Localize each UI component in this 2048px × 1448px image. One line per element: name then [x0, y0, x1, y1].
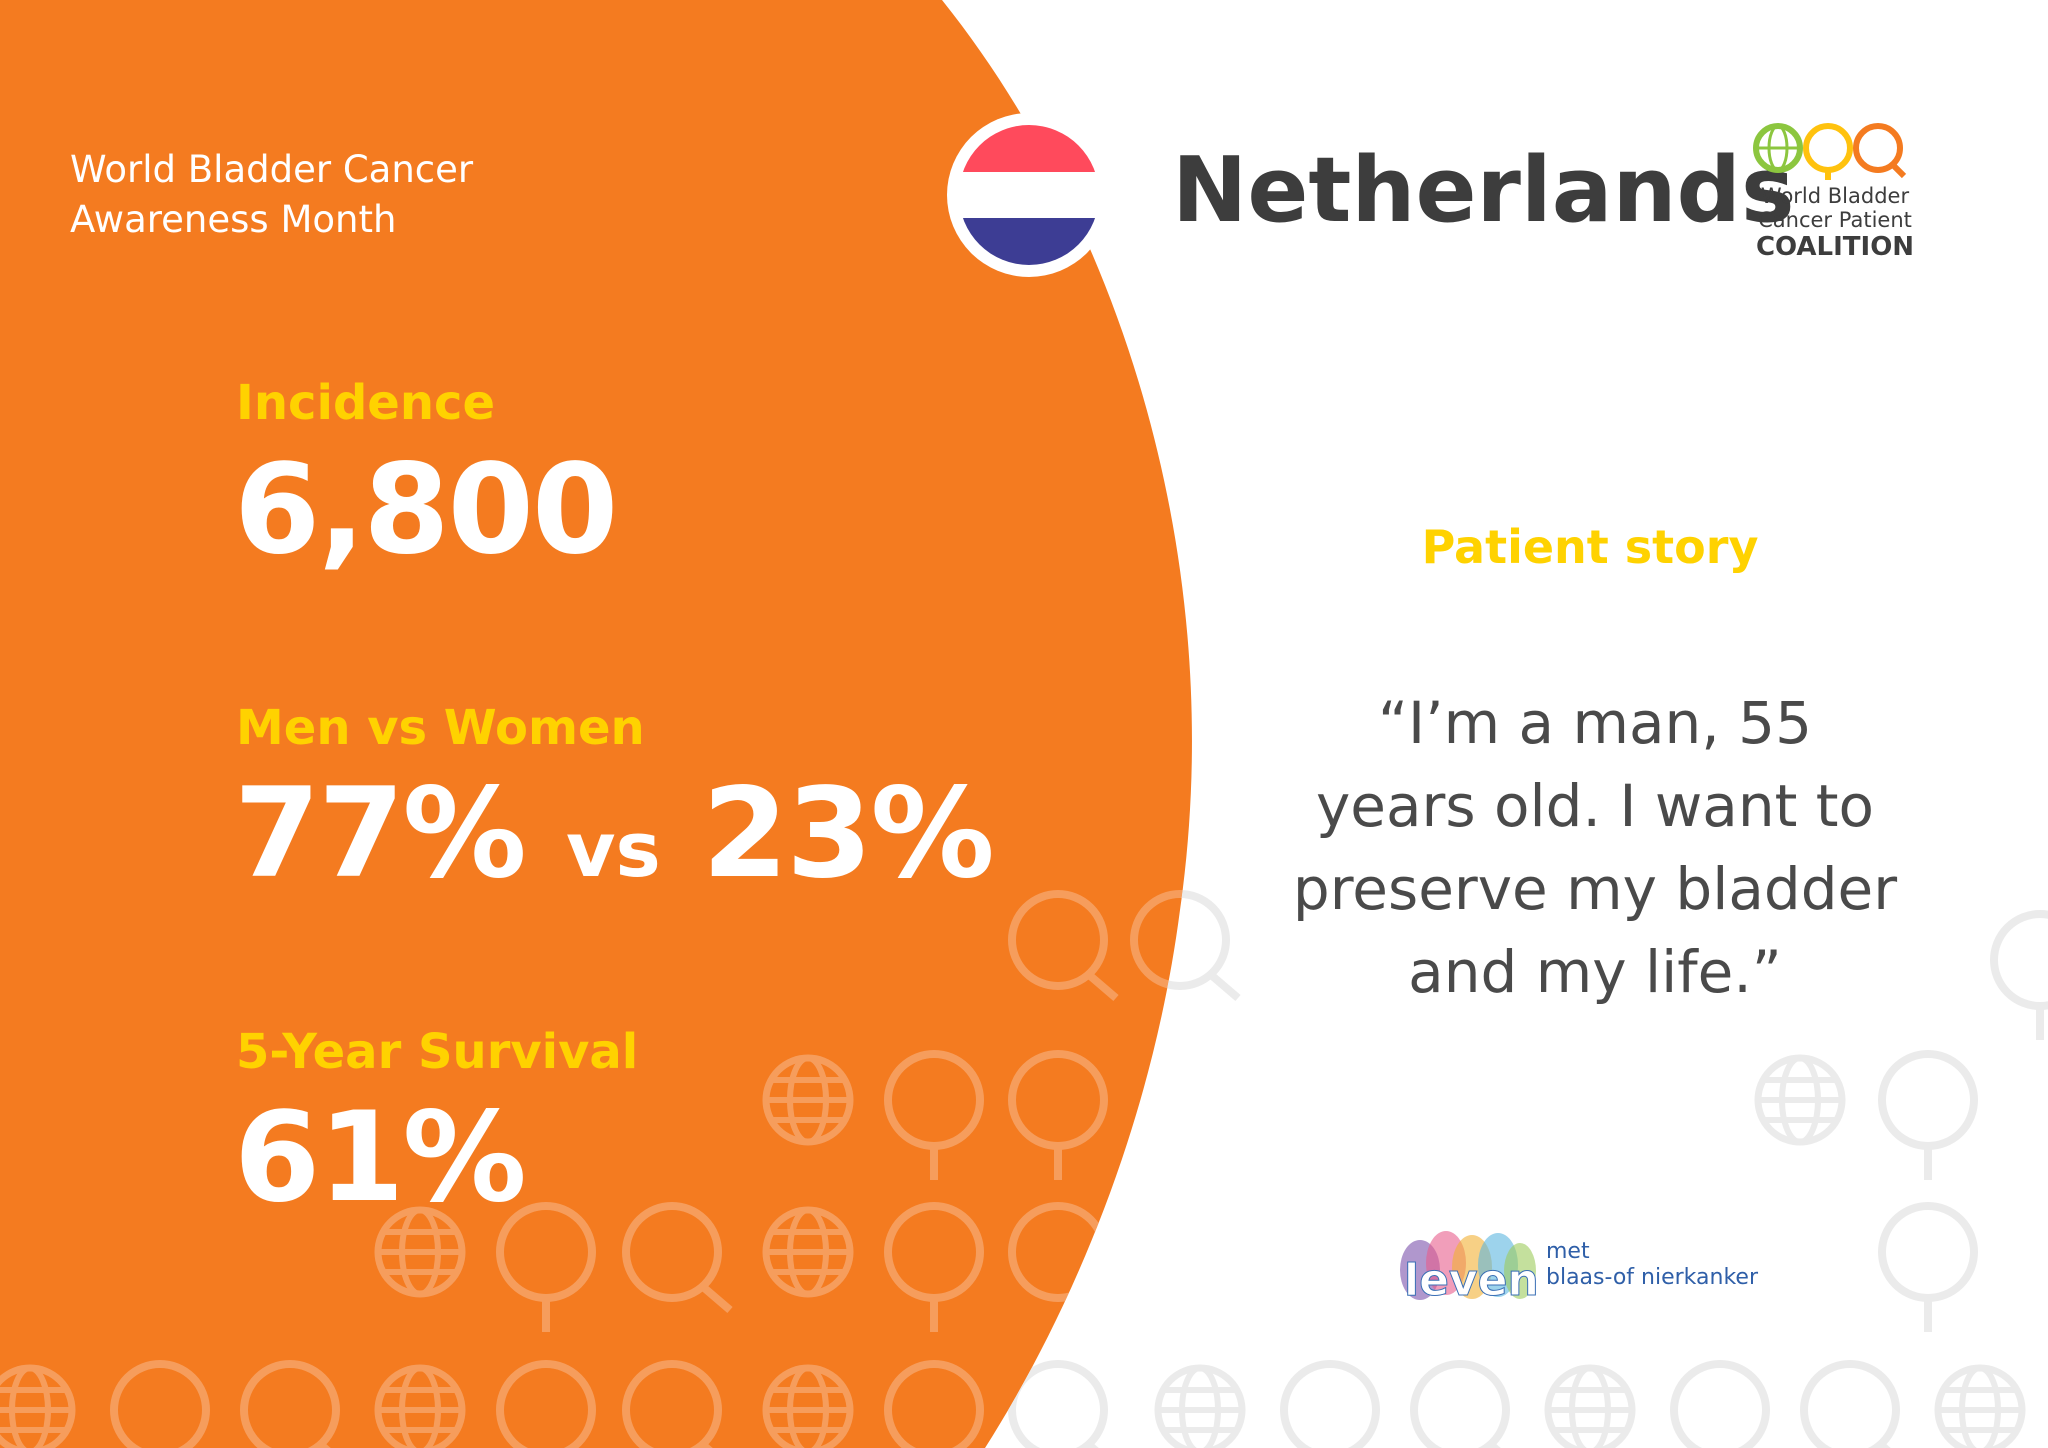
partner-line1: met	[1546, 1239, 1590, 1264]
campaign-title: World Bladder Cancer Awareness Month	[70, 145, 473, 245]
incidence-label: Incidence	[236, 375, 496, 431]
partner-logo-faces-icon: leven	[1400, 1231, 1538, 1307]
women-percentage: 23%	[701, 762, 995, 906]
gender-value: 77% vs 23%	[234, 772, 995, 912]
quote-line2: years old. I want to	[1315, 772, 1875, 840]
coalition-logo-text: World Bladder Cancer Patient COALITION	[1740, 184, 1930, 262]
coalition-line2: Cancer Patient	[1758, 208, 1912, 232]
coalition-logo-icon	[1753, 123, 1907, 180]
country-name: Netherlands	[1172, 138, 1795, 243]
campaign-title-line2: Awareness Month	[70, 198, 397, 241]
patient-story-label: Patient story	[1421, 520, 1759, 574]
svg-text:leven: leven	[1404, 1255, 1538, 1306]
survival-value: 61%	[234, 1086, 527, 1230]
partner-line2: blaas-of nierkanker	[1546, 1265, 1758, 1290]
partner-logo: leven met blaas-of nierkanker	[1398, 1225, 1828, 1315]
quote-line1: “I’m a man, 55	[1378, 689, 1812, 757]
incidence-value: 6,800	[234, 438, 618, 582]
men-percentage: 77%	[234, 762, 527, 906]
gender-label: Men vs Women	[236, 700, 645, 756]
campaign-title-line1: World Bladder Cancer	[70, 148, 474, 191]
vs-word: vs	[565, 805, 661, 894]
coalition-line3: COALITION	[1755, 232, 1915, 262]
quote-line4: and my life.”	[1408, 938, 1782, 1006]
quote-line3: preserve my bladder	[1292, 855, 1898, 923]
patient-quote: “I’m a man, 55 years old. I want to pres…	[1265, 682, 1925, 1014]
coalition-line1: World Bladder	[1760, 184, 1910, 208]
survival-label: 5-Year Survival	[236, 1024, 639, 1080]
netherlands-flag-icon	[947, 113, 1099, 277]
